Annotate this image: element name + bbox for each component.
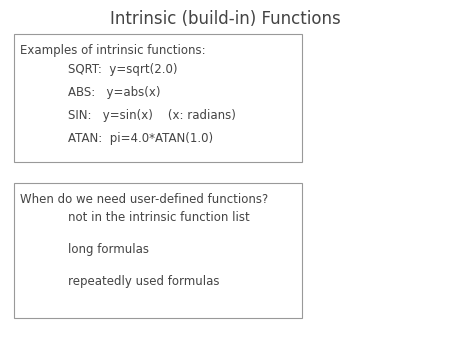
Text: Examples of intrinsic functions:: Examples of intrinsic functions: xyxy=(20,44,206,57)
Text: When do we need user-defined functions?: When do we need user-defined functions? xyxy=(20,193,269,206)
FancyBboxPatch shape xyxy=(14,183,302,318)
Text: repeatedly used formulas: repeatedly used formulas xyxy=(68,275,219,288)
Text: long formulas: long formulas xyxy=(68,243,148,256)
Text: ATAN:  pi=4.0*ATAN(1.0): ATAN: pi=4.0*ATAN(1.0) xyxy=(68,132,212,145)
Text: not in the intrinsic function list: not in the intrinsic function list xyxy=(68,211,249,224)
FancyBboxPatch shape xyxy=(14,34,302,162)
Text: ABS:   y=abs(x): ABS: y=abs(x) xyxy=(68,86,160,99)
Text: SQRT:  y=sqrt(2.0): SQRT: y=sqrt(2.0) xyxy=(68,63,177,75)
Text: Intrinsic (build-in) Functions: Intrinsic (build-in) Functions xyxy=(110,10,340,28)
Text: SIN:   y=sin(x)    (x: radians): SIN: y=sin(x) (x: radians) xyxy=(68,109,235,122)
